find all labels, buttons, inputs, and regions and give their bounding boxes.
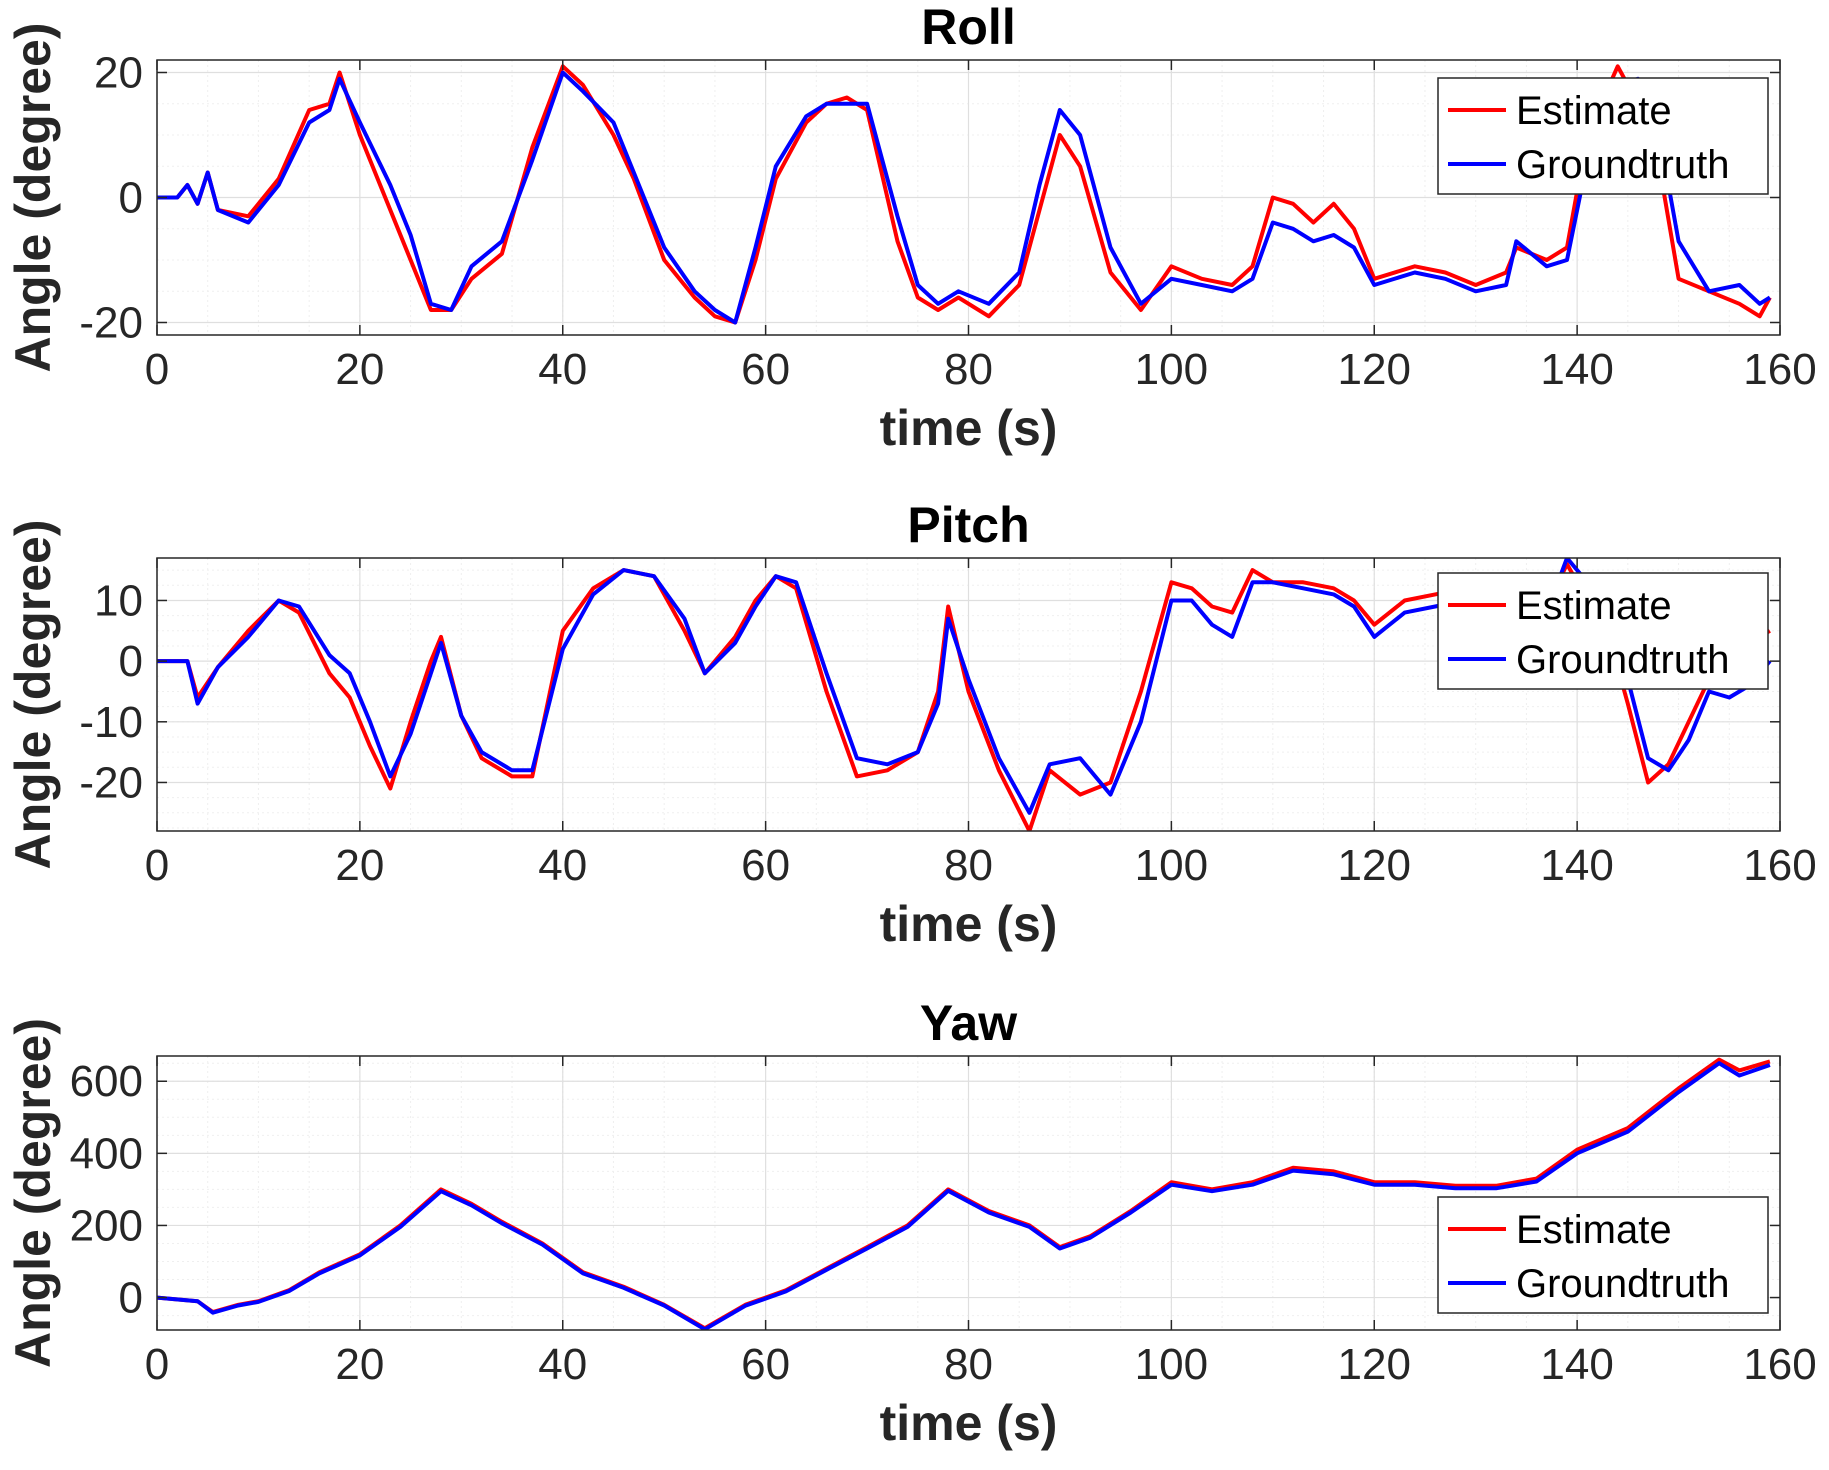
x-tick-label: 80 [944,345,993,394]
x-tick-label: 100 [1135,1340,1208,1389]
y-tick-label: 10 [94,576,143,625]
y-tick-label: -20 [79,758,143,807]
legend-label-groundtruth: Groundtruth [1516,638,1729,682]
y-tick-label: -20 [79,299,143,348]
y-tick-label: 200 [70,1201,143,1250]
groundtruth-line [157,70,1771,325]
x-tick-label: 160 [1743,1340,1816,1389]
y-axis-label: Angle (degree) [5,519,61,869]
x-tick-label: 120 [1338,345,1411,394]
legend: Estimate Groundtruth [1437,572,1769,690]
x-axis-label: time (s) [880,400,1058,456]
y-axis-label: Angle (degree) [5,1018,61,1368]
x-tick-label: 20 [335,841,384,890]
legend: Estimate Groundtruth [1437,1196,1769,1314]
x-tick-label: 40 [538,1340,587,1389]
legend-box [1437,1196,1769,1314]
legend-box [1437,77,1769,195]
y-tick-label: 0 [119,1274,143,1323]
legend-box [1437,572,1769,690]
groundtruth-line [157,1061,1771,1330]
chart-title: Roll [921,0,1015,55]
x-tick-label: 40 [538,841,587,890]
y-tick-label: 400 [70,1129,143,1178]
x-tick-label: 140 [1540,1340,1613,1389]
y-tick-label: 600 [70,1057,143,1106]
x-tick-label: 140 [1540,841,1613,890]
x-tick-label: 0 [145,1340,169,1389]
x-tick-label: 0 [145,345,169,394]
x-tick-label: 160 [1743,841,1816,890]
x-tick-label: 20 [335,1340,384,1389]
x-tick-label: 100 [1135,345,1208,394]
legend: Estimate Groundtruth [1437,77,1769,195]
x-tick-label: 160 [1743,345,1816,394]
x-axis-label: time (s) [880,1395,1058,1451]
x-tick-label: 80 [944,841,993,890]
y-tick-label: -10 [79,698,143,747]
pitch-subplot: 0 20 40 60 80 100 120 140 160 -20 -10 0 10 Pitch time … [5,497,1817,952]
x-tick-label: 0 [145,841,169,890]
x-tick-label: 40 [538,345,587,394]
x-tick-label: 120 [1338,1340,1411,1389]
y-axis-label: Angle (degree) [5,22,61,372]
x-tick-label: 100 [1135,841,1208,890]
legend-label-groundtruth: Groundtruth [1516,143,1729,187]
x-tick-label: 60 [741,345,790,394]
yaw-subplot: 0 20 40 60 80 100 120 140 160 0 200 400 600 Yaw time (… [5,995,1817,1451]
chart-title: Yaw [920,995,1017,1051]
x-tick-label: 60 [741,1340,790,1389]
chart-title: Pitch [907,497,1029,553]
legend-label-estimate: Estimate [1516,584,1672,628]
legend-label-estimate: Estimate [1516,1208,1672,1252]
x-tick-label: 20 [335,345,384,394]
x-tick-label: 80 [944,1340,993,1389]
x-axis-label: time (s) [880,896,1058,952]
x-tick-label: 120 [1338,841,1411,890]
y-tick-label: 20 [94,49,143,98]
y-tick-label: 0 [119,174,143,223]
x-tick-label: 140 [1540,345,1613,394]
legend-label-groundtruth: Groundtruth [1516,1262,1729,1306]
y-tick-label: 0 [119,637,143,686]
x-tick-label: 60 [741,841,790,890]
legend-label-estimate: Estimate [1516,89,1672,133]
